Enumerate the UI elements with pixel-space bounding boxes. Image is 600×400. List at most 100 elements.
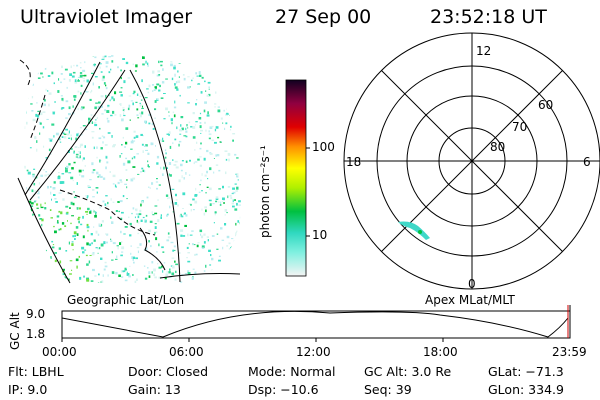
speckle-pixel <box>221 239 225 241</box>
speckle-pixel <box>40 174 44 177</box>
speckle-pixel <box>80 134 83 136</box>
speckle-pixel <box>23 99 24 100</box>
speckle-pixel <box>95 187 99 189</box>
speckle-pixel <box>30 217 33 220</box>
speckle-pixel <box>185 214 188 217</box>
speckle-pixel <box>218 188 221 190</box>
speckle-pixel <box>127 107 130 111</box>
speckle-pixel <box>240 246 242 249</box>
speckle-pixel <box>78 216 81 219</box>
speckle-pixel <box>84 55 88 57</box>
speckle-pixel <box>184 224 187 227</box>
speckle-pixel <box>151 261 154 264</box>
speckle-pixel <box>71 269 73 271</box>
speckle-pixel <box>55 132 59 136</box>
speckle-pixel <box>122 136 124 139</box>
speckle-pixel <box>91 72 94 74</box>
speckle-pixel <box>75 55 77 56</box>
speckle-pixel <box>211 48 212 50</box>
speckle-pixel <box>187 102 190 104</box>
speckle-pixel <box>51 123 55 126</box>
speckle-pixel <box>65 117 68 119</box>
speckle-pixel <box>51 246 55 249</box>
speckle-pixel <box>241 52 243 55</box>
speckle-pixel <box>59 181 63 184</box>
speckle-pixel <box>122 107 125 109</box>
speckle-pixel <box>30 49 32 50</box>
speckle-pixel <box>243 107 246 108</box>
speckle-pixel <box>208 187 212 191</box>
speckle-pixel <box>102 55 105 59</box>
speckle-pixel <box>233 63 236 67</box>
speckle-pixel <box>76 208 79 210</box>
speckle-pixel <box>42 76 44 78</box>
speckle-pixel <box>121 118 124 122</box>
speckle-pixel <box>74 238 76 240</box>
speckle-pixel <box>50 256 52 259</box>
speckle-pixel <box>204 174 207 177</box>
speckle-pixel <box>48 103 50 107</box>
speckle-pixel <box>242 244 244 246</box>
speckle-pixel <box>171 272 175 276</box>
speckle-pixel <box>22 122 24 124</box>
speckle-pixel <box>61 99 64 102</box>
speckle-pixel <box>31 249 34 252</box>
speckle-pixel <box>193 244 196 246</box>
speckle-pixel <box>247 257 250 259</box>
speckle-pixel <box>158 51 160 53</box>
speckle-pixel <box>136 93 139 96</box>
speckle-pixel <box>33 54 36 55</box>
speckle-pixel <box>148 166 150 168</box>
gain-info: Gain: 13 <box>128 382 181 397</box>
speckle-pixel <box>170 118 173 122</box>
speckle-pixel <box>237 220 240 223</box>
speckle-pixel <box>164 162 167 165</box>
speckle-pixel <box>80 49 82 50</box>
speckle-pixel <box>173 114 176 118</box>
speckle-pixel <box>172 211 174 213</box>
speckle-pixel <box>85 91 89 93</box>
speckle-pixel <box>209 153 213 155</box>
x-tick-label: 00:00 <box>42 345 77 359</box>
speckle-pixel <box>46 118 49 120</box>
speckle-pixel <box>82 251 85 254</box>
speckle-pixel <box>160 97 164 99</box>
speckle-pixel <box>95 213 97 215</box>
speckle-pixel <box>24 115 26 116</box>
speckle-pixel <box>182 192 186 196</box>
speckle-pixel <box>58 277 61 281</box>
speckle-pixel <box>34 136 37 140</box>
speckle-pixel <box>186 124 188 127</box>
speckle-pixel <box>145 144 148 147</box>
speckle-pixel <box>33 67 37 69</box>
speckle-pixel <box>246 99 248 101</box>
speckle-pixel <box>59 141 62 143</box>
speckle-pixel <box>130 252 132 255</box>
speckle-pixel <box>161 81 165 84</box>
speckle-pixel <box>232 139 234 142</box>
speckle-pixel <box>65 282 69 283</box>
speckle-pixel <box>244 158 245 160</box>
mlt-label-0: 0 <box>468 277 476 291</box>
speckle-pixel <box>125 127 129 130</box>
speckle-pixel <box>219 268 221 271</box>
speckle-pixel <box>117 246 119 250</box>
speckle-pixel <box>104 144 108 146</box>
speckle-pixel <box>53 181 56 184</box>
speckle-pixel <box>142 150 144 153</box>
speckle-pixel <box>205 90 207 92</box>
speckle-pixel <box>224 90 228 92</box>
speckle-pixel <box>227 74 230 77</box>
speckle-pixel <box>30 103 33 105</box>
speckle-pixel <box>22 49 24 51</box>
speckle-pixel <box>200 233 202 236</box>
speckle-pixel <box>57 176 61 180</box>
speckle-pixel <box>31 110 34 112</box>
polar-mlt-plot <box>343 32 600 290</box>
speckle-pixel <box>168 162 172 165</box>
speckle-pixel <box>24 126 26 129</box>
speckle-pixel <box>110 216 112 219</box>
speckle-pixel <box>203 270 206 272</box>
speckle-pixel <box>217 136 220 139</box>
speckle-pixel <box>123 233 126 235</box>
